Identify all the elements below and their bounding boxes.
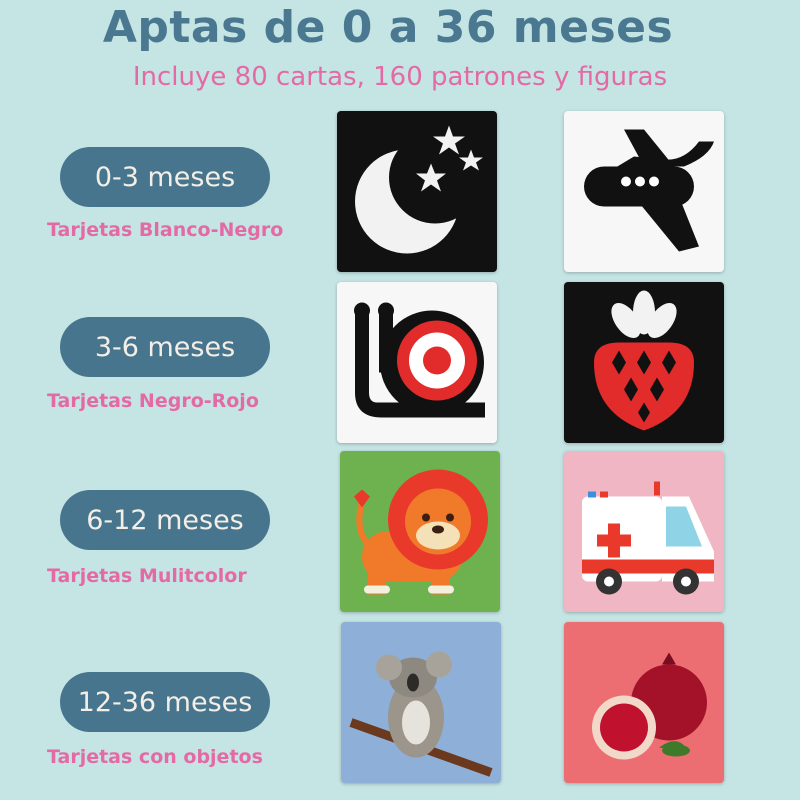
ambulance-icon — [582, 481, 714, 595]
age-badge-6-12: 6-12 meses — [60, 490, 270, 550]
stage-label-12-36: Tarjetas con objetos — [47, 746, 263, 768]
moon-stars-card — [337, 111, 497, 272]
koala-photo-card — [341, 622, 501, 783]
airplane-icon — [584, 129, 714, 252]
snail-icon — [354, 302, 485, 418]
pomegranate-image — [592, 652, 707, 760]
koala-image — [349, 651, 493, 777]
page-title: Aptas de 0 a 36 meses — [102, 2, 674, 53]
stage-label-3-6: Tarjetas Negro-Rojo — [47, 390, 259, 412]
stage-label-6-12: Tarjetas Mulitcolor — [47, 565, 247, 587]
lion-icon — [354, 469, 488, 595]
strawberry-icon — [594, 290, 694, 431]
ambulance-card — [564, 451, 724, 612]
moon-stars-icon — [355, 125, 483, 254]
stage-label-0-3: Tarjetas Blanco-Negro — [47, 219, 284, 241]
age-badge-12-36: 12-36 meses — [60, 672, 270, 732]
age-badge-0-3: 0-3 meses — [60, 147, 270, 207]
airplane-card — [564, 111, 724, 272]
age-badge-3-6: 3-6 meses — [60, 317, 270, 377]
pomegranate-photo-card — [564, 622, 724, 783]
lion-card — [340, 451, 500, 612]
snail-card — [337, 282, 497, 443]
strawberry-card — [564, 282, 724, 443]
page-subtitle: Incluye 80 cartas, 160 patrones y figura… — [132, 62, 668, 92]
